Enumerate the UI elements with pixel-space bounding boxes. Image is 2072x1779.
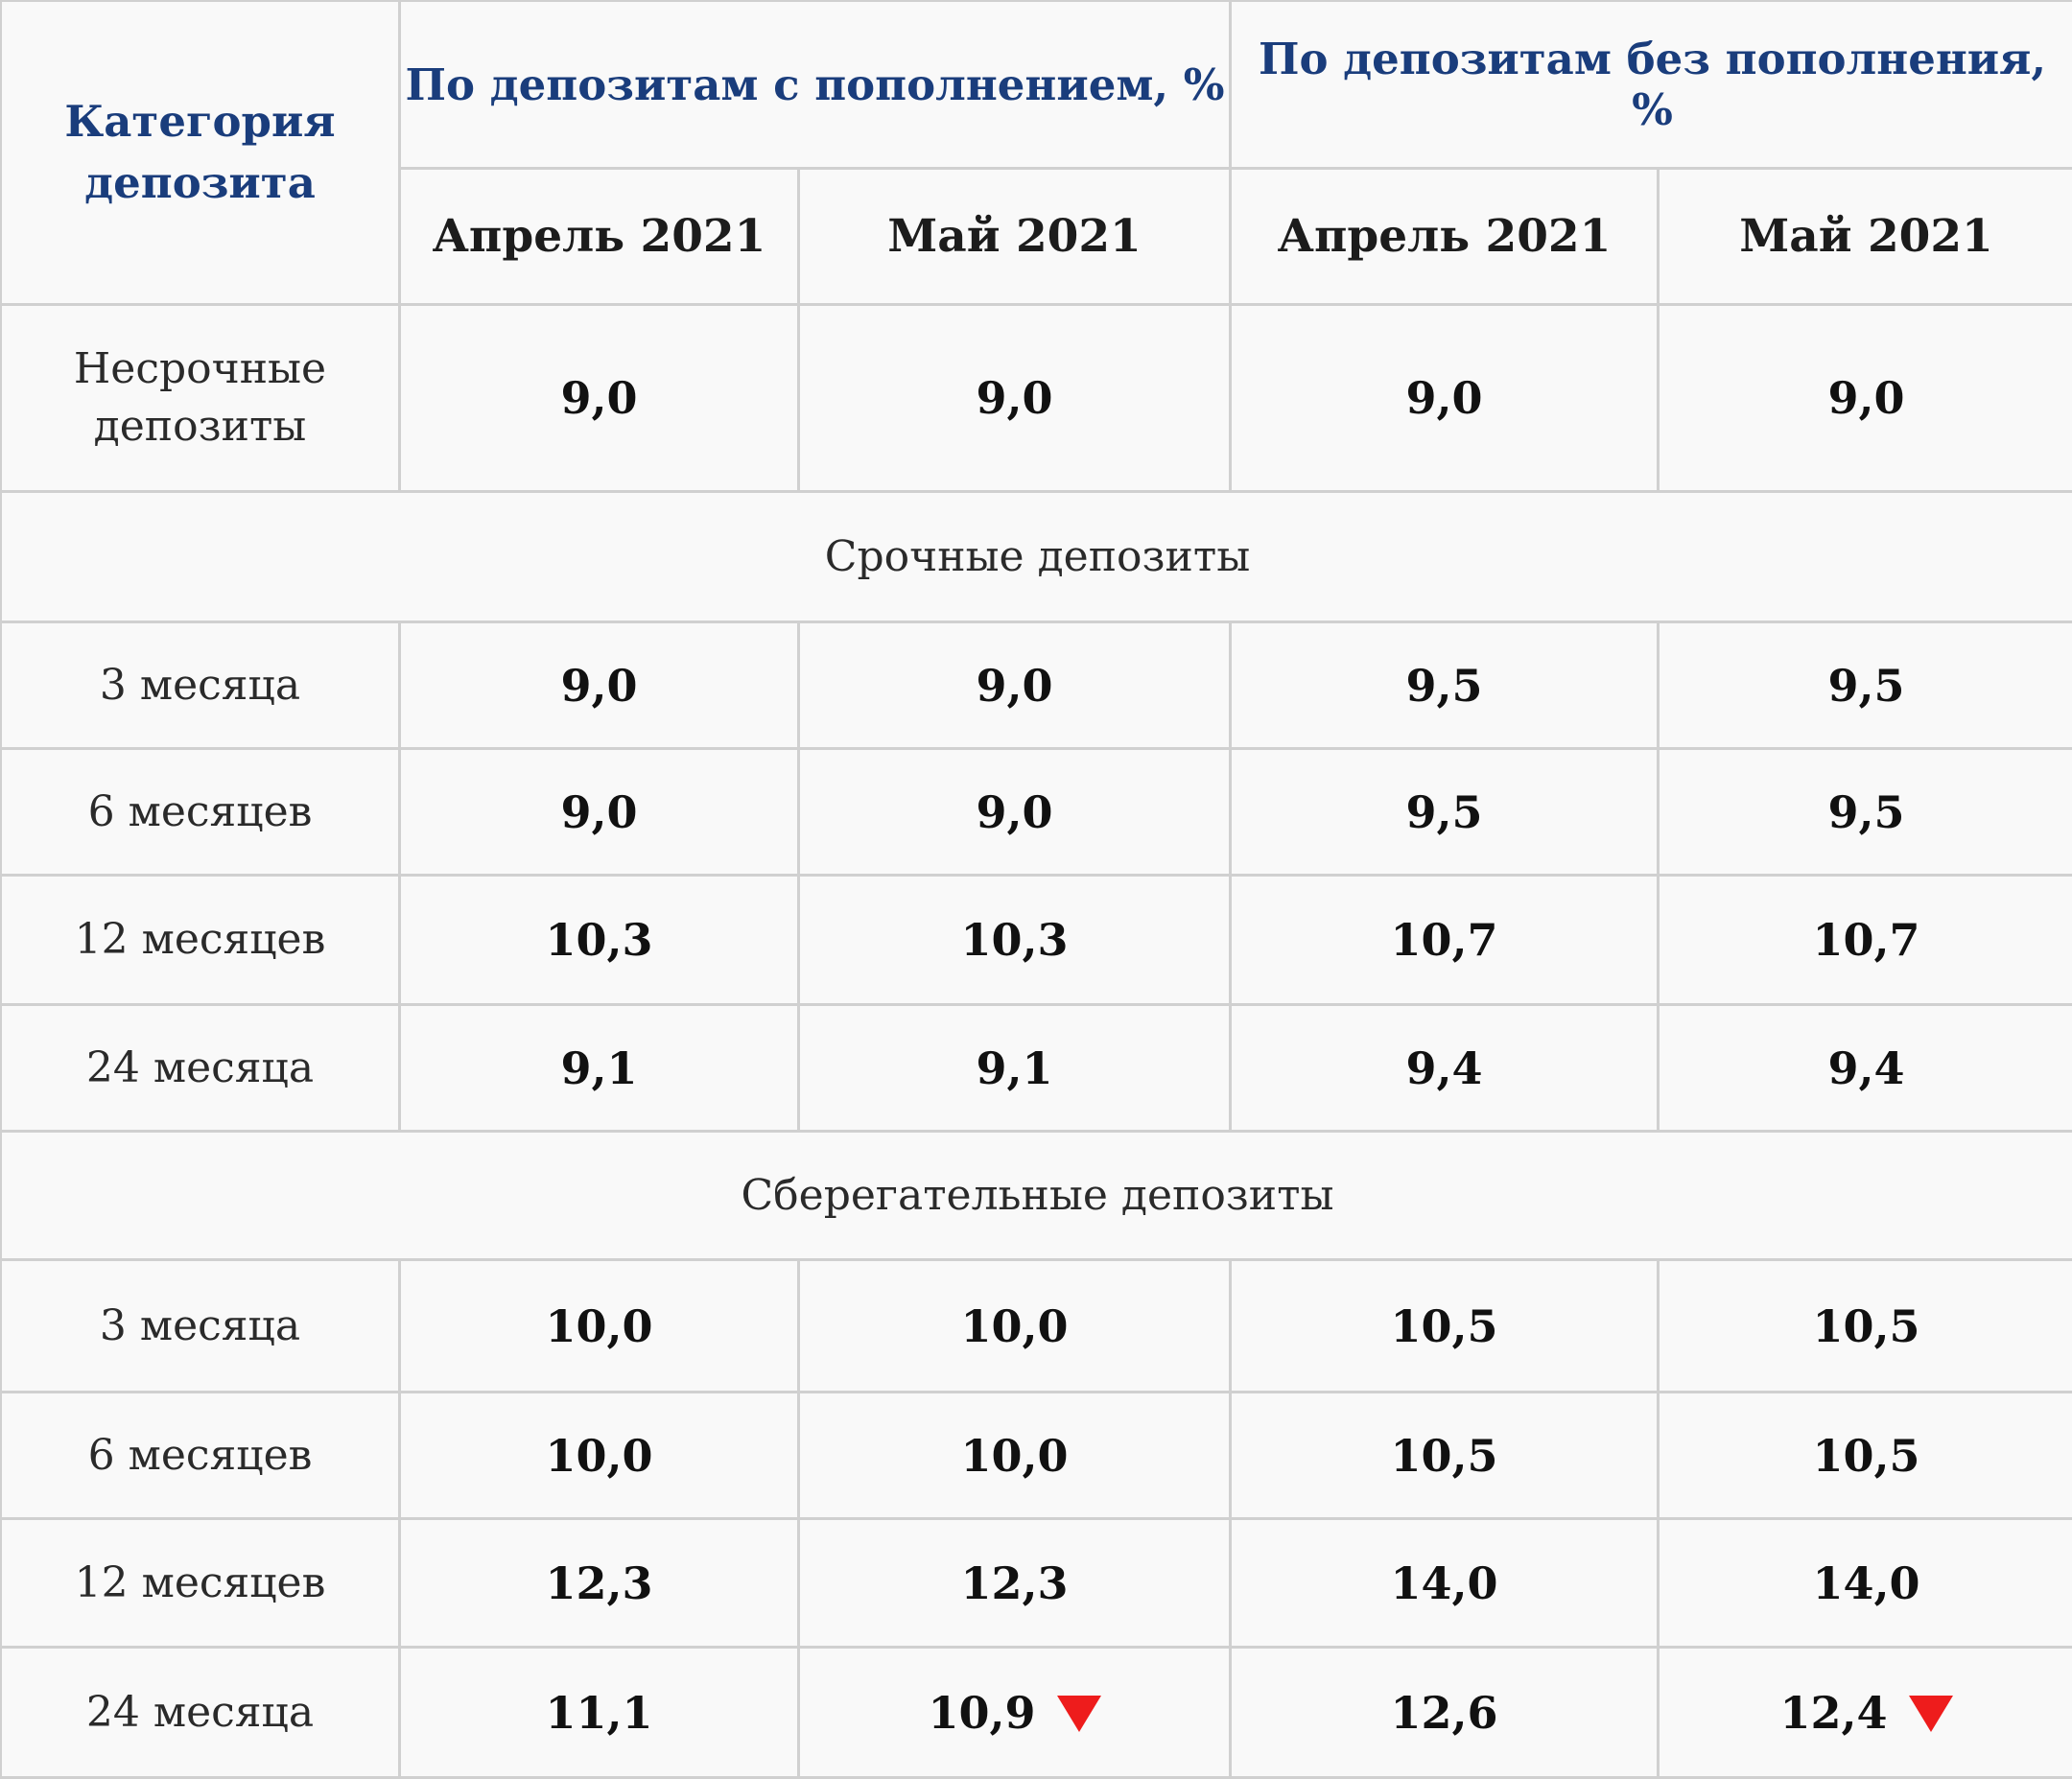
header-group-without-topup: По депозитам без пополнения, % xyxy=(1231,1,2072,169)
rate-value: 9,1 xyxy=(400,1005,799,1132)
rate-value: 9,0 xyxy=(400,622,799,749)
rate-value-text: 10,9 xyxy=(928,1687,1035,1739)
rate-value: 9,0 xyxy=(1659,305,2072,492)
row-label: 3 месяца xyxy=(1,1260,400,1393)
table-row: 3 месяца 9,0 9,0 9,5 9,5 xyxy=(1,622,2072,749)
rate-value: 14,0 xyxy=(1231,1519,1659,1648)
rate-value: 10,5 xyxy=(1659,1393,2072,1519)
rate-value: 10,5 xyxy=(1231,1260,1659,1393)
row-label: 24 месяца xyxy=(1,1648,400,1778)
section-label-term: Срочные депозиты xyxy=(1,492,2072,622)
table-row: 24 месяца 9,1 9,1 9,4 9,4 xyxy=(1,1005,2072,1132)
header-month-1: Апрель 2021 xyxy=(400,169,799,305)
header-month-3: Апрель 2021 xyxy=(1231,169,1659,305)
row-label: 12 месяцев xyxy=(1,876,400,1005)
rate-value: 12,6 xyxy=(1231,1648,1659,1778)
rate-value: 14,0 xyxy=(1659,1519,2072,1648)
header-month-2: Май 2021 xyxy=(799,169,1231,305)
red-down-triangle-icon xyxy=(1057,1696,1101,1732)
rate-value: 10,3 xyxy=(400,876,799,1005)
table-row: 6 месяцев 9,0 9,0 9,5 9,5 xyxy=(1,749,2072,876)
red-down-triangle-icon xyxy=(1909,1696,1953,1732)
header-category: Категория депозита xyxy=(1,1,400,305)
rate-value-text: 12,4 xyxy=(1779,1687,1887,1739)
rate-value: 9,4 xyxy=(1231,1005,1659,1132)
rate-value: 9,5 xyxy=(1231,749,1659,876)
rate-value: 12,3 xyxy=(799,1519,1231,1648)
rate-value: 10,0 xyxy=(400,1260,799,1393)
rate-value: 9,0 xyxy=(799,622,1231,749)
row-label: 3 месяца xyxy=(1,622,400,749)
row-label: Несрочные депозиты xyxy=(1,305,400,492)
header-month-4: Май 2021 xyxy=(1659,169,2072,305)
rate-value: 11,1 xyxy=(400,1648,799,1778)
rate-value: 10,5 xyxy=(1231,1393,1659,1519)
rate-value: 10,7 xyxy=(1659,876,2072,1005)
section-label-savings: Сберегательные депозиты xyxy=(1,1132,2072,1260)
rate-value: 9,0 xyxy=(799,749,1231,876)
rate-value: 9,5 xyxy=(1659,749,2072,876)
rate-value-text: 11,1 xyxy=(545,1687,652,1739)
row-label: 24 месяца xyxy=(1,1005,400,1132)
rate-value: 10,0 xyxy=(799,1393,1231,1519)
rate-value: 12,3 xyxy=(400,1519,799,1648)
row-label: 6 месяцев xyxy=(1,1393,400,1519)
rate-value: 9,0 xyxy=(400,749,799,876)
table-row: 6 месяцев 10,0 10,0 10,5 10,5 xyxy=(1,1393,2072,1519)
table-row: 24 месяца 11,1 10,9 12,6 12,4 xyxy=(1,1648,2072,1778)
rate-value: 9,5 xyxy=(1659,622,2072,749)
row-label: 6 месяцев xyxy=(1,749,400,876)
section-row-savings: Сберегательные депозиты xyxy=(1,1132,2072,1260)
rate-value: 9,5 xyxy=(1231,622,1659,749)
row-label: 12 месяцев xyxy=(1,1519,400,1648)
section-row-term: Срочные депозиты xyxy=(1,492,2072,622)
rate-value: 10,3 xyxy=(799,876,1231,1005)
rate-value-text: 12,6 xyxy=(1390,1687,1497,1739)
rate-value: 12,4 xyxy=(1659,1648,2072,1778)
rate-value: 9,1 xyxy=(799,1005,1231,1132)
table-row: 12 месяцев 12,3 12,3 14,0 14,0 xyxy=(1,1519,2072,1648)
rate-value: 9,0 xyxy=(1231,305,1659,492)
rate-value: 10,0 xyxy=(799,1260,1231,1393)
rate-value: 9,0 xyxy=(400,305,799,492)
rate-value: 10,9 xyxy=(799,1648,1231,1778)
header-group-with-topup: По депозитам с пополнением, % xyxy=(400,1,1231,169)
table-row: 12 месяцев 10,3 10,3 10,7 10,7 xyxy=(1,876,2072,1005)
rate-value: 10,0 xyxy=(400,1393,799,1519)
rate-value: 9,4 xyxy=(1659,1005,2072,1132)
table-row: 3 месяца 10,0 10,0 10,5 10,5 xyxy=(1,1260,2072,1393)
rate-value: 10,5 xyxy=(1659,1260,2072,1393)
table-row-demand: Несрочные депозиты 9,0 9,0 9,0 9,0 xyxy=(1,305,2072,492)
rate-value: 10,7 xyxy=(1231,876,1659,1005)
rate-value: 9,0 xyxy=(799,305,1231,492)
